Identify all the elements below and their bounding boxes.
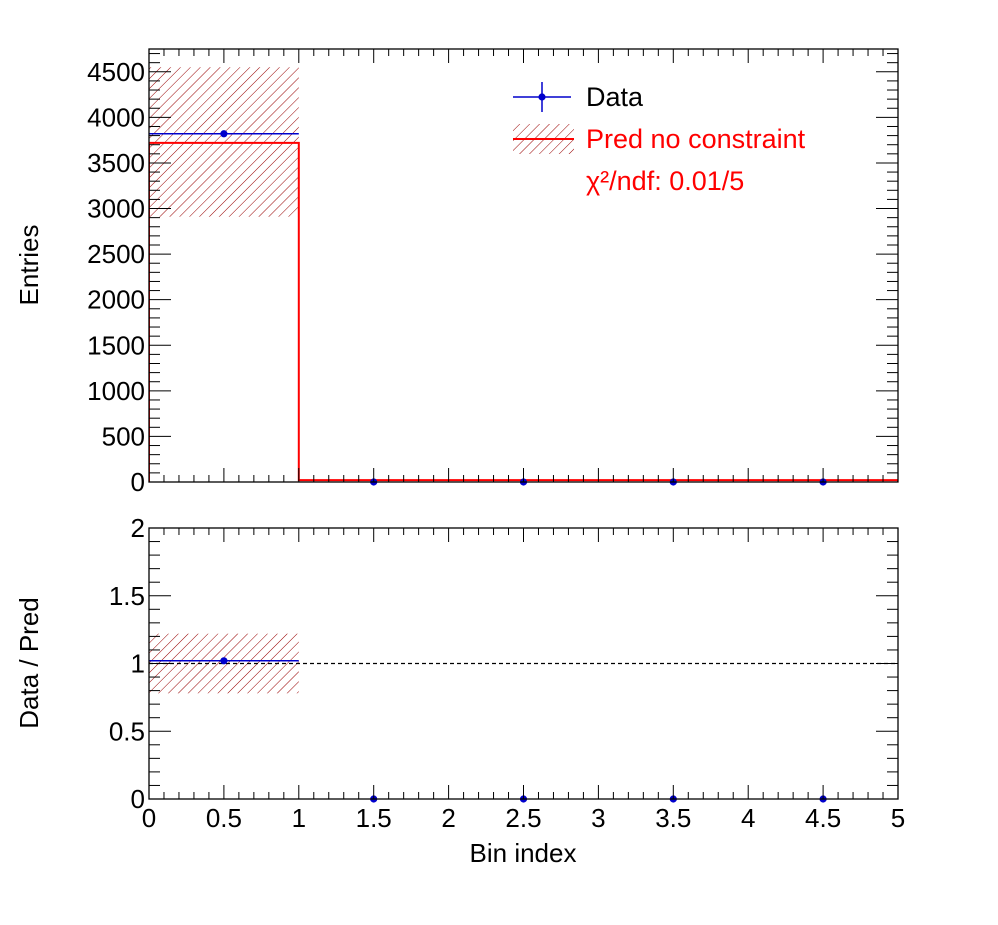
y-tick-label: 2500 bbox=[87, 239, 145, 269]
y-tick-label: 1500 bbox=[87, 330, 145, 360]
ratio-x-ticks bbox=[148, 528, 899, 799]
main-y-axis-label: Entries bbox=[14, 225, 44, 306]
legend-data-dot bbox=[538, 93, 546, 101]
y-tick-label: 1.5 bbox=[109, 581, 145, 611]
main-y-ticks bbox=[149, 53, 898, 483]
y-tick-label: 1000 bbox=[87, 376, 145, 406]
y-tick-label: 500 bbox=[102, 421, 145, 451]
y-tick-label: 4500 bbox=[87, 57, 145, 87]
x-tick-label: 2 bbox=[441, 803, 455, 833]
y-tick-label: 3500 bbox=[87, 148, 145, 178]
ratio-y-axis-label: Data / Pred bbox=[14, 597, 44, 729]
y-tick-label: 0 bbox=[131, 467, 145, 497]
legend-pred-marker bbox=[513, 124, 574, 154]
main-x-ticks bbox=[148, 49, 899, 482]
x-tick-label: 0.5 bbox=[206, 803, 242, 833]
legend-data-label: Data bbox=[586, 82, 644, 112]
x-tick-label: 2.5 bbox=[505, 803, 541, 833]
x-tick-label: 1 bbox=[292, 803, 306, 833]
x-tick-label: 3.5 bbox=[655, 803, 691, 833]
ratio-x-tick-labels: 0 0.5 1 1.5 2 2.5 3 3.5 4 4.5 5 bbox=[142, 803, 905, 833]
chi2-annotation: χ²/ndf: 0.01/5 bbox=[586, 166, 744, 196]
y-tick-label: 2 bbox=[131, 513, 145, 543]
x-tick-label: 1.5 bbox=[356, 803, 392, 833]
main-panel: 0 500 1000 1500 2000 2500 3000 3500 4000 4500 Ent… bbox=[14, 48, 899, 497]
x-tick-label: 0 bbox=[142, 803, 156, 833]
x-axis-label: Bin index bbox=[470, 838, 577, 868]
y-tick-label: 1 bbox=[131, 649, 145, 679]
y-tick-label: 2000 bbox=[87, 285, 145, 315]
legend: Data Pred no constraint χ²/ndf: 0.01/5 bbox=[513, 82, 806, 196]
x-tick-label: 4.5 bbox=[805, 803, 841, 833]
y-tick-label: 4000 bbox=[87, 102, 145, 132]
y-tick-label: 0.5 bbox=[109, 716, 145, 746]
y-tick-label: 3000 bbox=[87, 194, 145, 224]
legend-data-marker bbox=[513, 82, 571, 112]
ratio-y-ticks bbox=[149, 527, 898, 800]
x-tick-label: 5 bbox=[891, 803, 905, 833]
main-y-tick-labels: 0 500 1000 1500 2000 2500 3000 3500 4000 4500 bbox=[87, 57, 145, 497]
data-point bbox=[220, 130, 228, 138]
ratio-point bbox=[220, 657, 228, 665]
x-tick-label: 3 bbox=[591, 803, 605, 833]
ratio-y-tick-labels: 0 0.5 1 1.5 2 bbox=[109, 513, 145, 814]
legend-pred-label: Pred no constraint bbox=[586, 124, 806, 154]
x-tick-label: 4 bbox=[741, 803, 755, 833]
y-tick-label: 0 bbox=[131, 784, 145, 814]
ratio-panel: 0 0.5 1 1.5 2 2.5 3 3.5 4 4.5 5 0 0.5 1 1.5 2 Data / P… bbox=[14, 513, 905, 868]
